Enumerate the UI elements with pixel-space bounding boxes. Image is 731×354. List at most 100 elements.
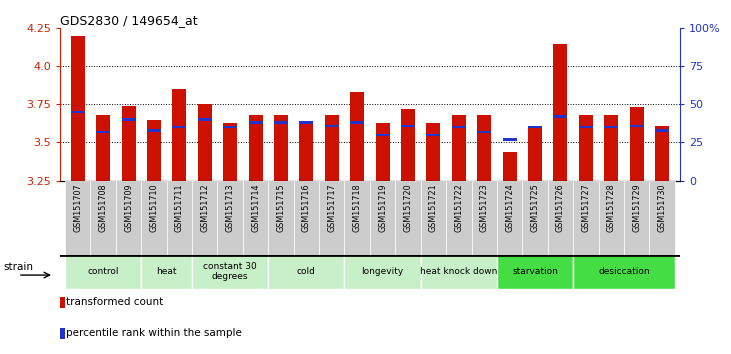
Bar xyxy=(223,123,237,181)
Text: desiccation: desiccation xyxy=(598,267,650,276)
Bar xyxy=(223,126,237,129)
Text: GSM151729: GSM151729 xyxy=(632,183,641,232)
Bar xyxy=(395,181,421,255)
Bar xyxy=(573,255,675,289)
Bar xyxy=(548,181,573,255)
Text: longevity: longevity xyxy=(361,267,404,276)
Bar xyxy=(300,123,314,181)
Bar xyxy=(243,181,268,255)
Bar xyxy=(141,181,167,255)
Bar xyxy=(198,119,212,121)
Bar xyxy=(192,255,268,289)
Text: GSM151728: GSM151728 xyxy=(607,183,616,232)
Bar xyxy=(497,181,523,255)
Text: heat: heat xyxy=(156,267,177,276)
Text: percentile rank within the sample: percentile rank within the sample xyxy=(66,328,241,338)
Text: GSM151707: GSM151707 xyxy=(73,183,82,232)
Bar xyxy=(300,121,314,124)
Text: cold: cold xyxy=(297,267,316,276)
Bar xyxy=(503,152,517,181)
Bar xyxy=(376,123,390,181)
Bar xyxy=(579,115,593,181)
Bar xyxy=(147,129,161,132)
Text: starvation: starvation xyxy=(512,267,558,276)
Text: GSM151708: GSM151708 xyxy=(99,183,107,232)
Bar xyxy=(274,121,288,124)
Text: control: control xyxy=(88,267,119,276)
Bar xyxy=(65,255,141,289)
Bar xyxy=(655,126,669,181)
Text: GSM151718: GSM151718 xyxy=(352,183,362,232)
Bar xyxy=(477,115,491,181)
Bar xyxy=(147,120,161,181)
Bar xyxy=(91,181,115,255)
Bar xyxy=(274,115,288,181)
Text: GSM151711: GSM151711 xyxy=(175,183,184,232)
Bar xyxy=(121,119,135,121)
Text: GSM151726: GSM151726 xyxy=(556,183,565,232)
Bar xyxy=(401,109,415,181)
Bar xyxy=(605,115,618,181)
Bar xyxy=(629,125,643,127)
Bar xyxy=(553,44,567,181)
Text: GSM151720: GSM151720 xyxy=(404,183,412,232)
Bar xyxy=(141,255,192,289)
Bar xyxy=(350,92,364,181)
Text: GSM151721: GSM151721 xyxy=(429,183,438,232)
Bar xyxy=(477,131,491,133)
Text: GSM151727: GSM151727 xyxy=(581,183,591,232)
Bar xyxy=(249,115,262,181)
Text: GSM151725: GSM151725 xyxy=(531,183,539,232)
Bar xyxy=(325,115,338,181)
Bar xyxy=(192,181,217,255)
Bar xyxy=(528,126,542,129)
Text: GSM151716: GSM151716 xyxy=(302,183,311,232)
Bar xyxy=(71,36,85,181)
Bar xyxy=(173,126,186,129)
Bar xyxy=(121,106,135,181)
Bar xyxy=(60,297,65,308)
Text: GDS2830 / 149654_at: GDS2830 / 149654_at xyxy=(60,14,197,27)
Text: GSM151730: GSM151730 xyxy=(658,183,667,232)
Bar xyxy=(198,104,212,181)
Bar xyxy=(249,121,262,124)
Bar xyxy=(452,126,466,129)
Text: heat knock down: heat knock down xyxy=(420,267,498,276)
Bar xyxy=(523,181,548,255)
Bar xyxy=(629,108,643,181)
Text: GSM151710: GSM151710 xyxy=(149,183,159,232)
Bar xyxy=(268,255,344,289)
Text: GSM151715: GSM151715 xyxy=(276,183,286,232)
Bar xyxy=(421,255,497,289)
Bar xyxy=(60,327,65,339)
Bar xyxy=(401,125,415,127)
Bar xyxy=(115,181,141,255)
Bar xyxy=(268,181,294,255)
Text: GSM151723: GSM151723 xyxy=(480,183,489,232)
Text: constant 30
degrees: constant 30 degrees xyxy=(203,262,257,281)
Bar xyxy=(370,181,395,255)
Text: GSM151717: GSM151717 xyxy=(327,183,336,232)
Bar xyxy=(579,126,593,129)
Bar xyxy=(421,181,446,255)
Bar xyxy=(217,181,243,255)
Bar xyxy=(319,181,344,255)
Bar xyxy=(624,181,649,255)
Bar xyxy=(344,255,421,289)
Text: GSM151709: GSM151709 xyxy=(124,183,133,232)
Bar xyxy=(71,111,85,113)
Bar xyxy=(426,134,440,136)
Bar xyxy=(553,115,567,118)
Bar xyxy=(446,181,471,255)
Bar xyxy=(528,126,542,181)
Bar xyxy=(173,89,186,181)
Text: GSM151713: GSM151713 xyxy=(226,183,235,232)
Bar xyxy=(452,115,466,181)
Bar xyxy=(503,138,517,141)
Bar xyxy=(649,181,675,255)
Bar xyxy=(294,181,319,255)
Bar xyxy=(96,131,110,133)
Bar xyxy=(497,255,573,289)
Bar xyxy=(167,181,192,255)
Bar xyxy=(426,123,440,181)
